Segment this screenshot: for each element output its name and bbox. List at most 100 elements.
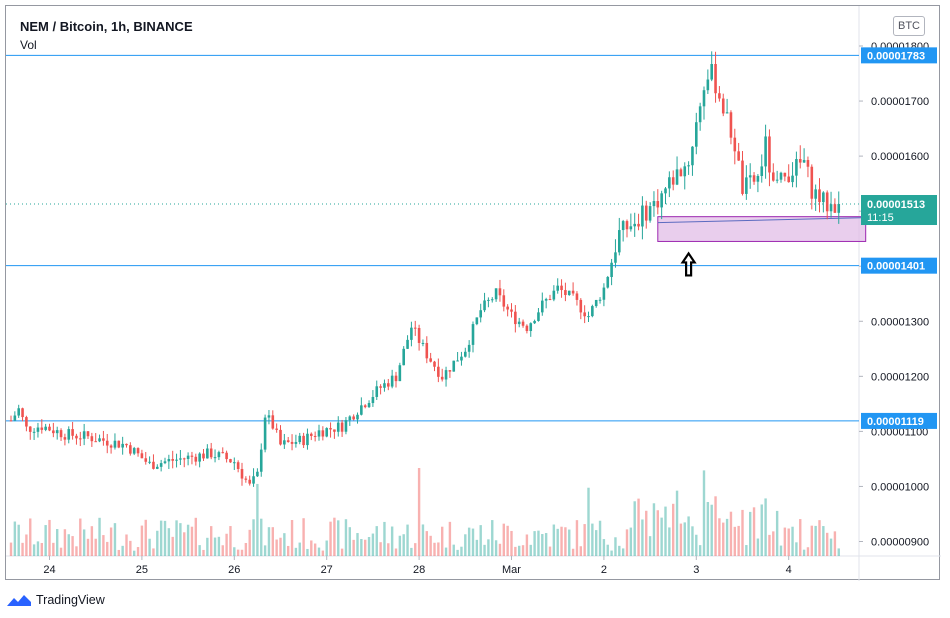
volume-bar <box>379 542 382 556</box>
volume-bar <box>483 544 486 556</box>
volume-bar <box>706 502 710 556</box>
candle-body <box>348 416 352 421</box>
price-tick-label: 0.00001000 <box>871 481 929 493</box>
volume-bar <box>629 527 633 556</box>
candle-body <box>591 306 594 317</box>
candle-body <box>494 288 498 300</box>
volume-bar <box>175 520 178 556</box>
candle-body <box>464 351 467 357</box>
candle-body <box>90 436 94 442</box>
candle-body <box>791 175 794 183</box>
price-chart[interactable]: 0.00000900 0.00001000 0.00001100 0.00001200… <box>6 6 941 581</box>
candle-body <box>810 166 814 199</box>
candle-body <box>121 443 124 448</box>
candle-body <box>679 169 683 177</box>
candle-body <box>768 136 771 173</box>
candle-body <box>36 427 40 432</box>
volume-bar <box>791 526 794 556</box>
candle-body <box>783 172 787 177</box>
candle-body <box>548 299 552 301</box>
volume-bar <box>221 545 224 556</box>
volume-bar <box>749 511 752 556</box>
volume-bar <box>348 527 351 556</box>
volume-bar <box>194 517 197 556</box>
candle-body <box>175 459 178 461</box>
time-tick-label: 3 <box>693 564 699 576</box>
volume-bar <box>772 531 775 556</box>
candle-body <box>498 288 502 296</box>
volume-bar <box>344 519 348 556</box>
volume-bar <box>367 537 371 556</box>
price-tick-label: 0.00001700 <box>871 96 929 108</box>
volume-bar <box>44 525 47 556</box>
candle-body <box>664 188 667 194</box>
volume-bar <box>148 538 151 556</box>
volume-bar <box>410 547 413 556</box>
candle-body <box>363 405 367 408</box>
candle-body <box>194 456 198 462</box>
volume-bar <box>244 542 248 556</box>
candle-body <box>125 443 128 446</box>
candle-body <box>641 205 644 227</box>
candle-body <box>433 361 436 367</box>
candle-body <box>714 64 717 94</box>
candle-body <box>729 112 733 138</box>
volume-bar <box>217 536 221 556</box>
candle-body <box>132 448 136 454</box>
candle-body <box>9 420 13 422</box>
countdown-label: 11:15 <box>867 212 894 224</box>
volume-bar <box>648 536 652 556</box>
candle-body <box>144 458 148 462</box>
price-line-label-bg <box>861 257 937 274</box>
volume-bar <box>806 547 810 556</box>
volume-bar <box>556 528 559 556</box>
candle-body <box>683 166 687 177</box>
volume-bar <box>756 538 760 556</box>
volume-bar <box>679 523 683 556</box>
candle-body <box>779 172 783 180</box>
candle-body <box>148 461 151 463</box>
volume-bar <box>467 527 471 556</box>
time-tick-label: 28 <box>413 564 425 576</box>
candle-body <box>772 172 775 181</box>
volume-bar <box>456 549 459 556</box>
volume-bar <box>390 526 394 556</box>
candle-body <box>229 459 232 463</box>
candle-body <box>52 430 55 434</box>
price-line-label-bg <box>861 47 937 64</box>
volume-bar <box>568 529 571 556</box>
volume-bar <box>606 544 609 556</box>
candle-body <box>186 455 190 459</box>
volume-bar <box>202 549 205 556</box>
candle-body <box>44 426 47 430</box>
candle-body <box>506 306 509 310</box>
candle-body <box>579 299 583 313</box>
candle-body <box>75 435 78 439</box>
volume-bar <box>722 522 725 556</box>
candle-body <box>109 445 113 448</box>
candle-body <box>67 429 71 440</box>
volume-bar <box>614 537 617 556</box>
volume-bar <box>518 545 521 556</box>
volume-bar <box>17 524 20 556</box>
volume-bar <box>444 547 448 556</box>
volume-bar <box>598 520 602 556</box>
tradingview-footer[interactable]: TradingView <box>6 590 105 610</box>
candle-body <box>837 204 841 213</box>
price-tick-label: 0.00001100 <box>871 426 928 438</box>
currency-button[interactable]: BTC <box>893 16 925 36</box>
candle-body <box>71 429 74 436</box>
volume-bar <box>510 530 513 556</box>
candle-body <box>721 98 725 114</box>
candle-body <box>606 277 610 288</box>
candle-body <box>298 435 302 443</box>
volume-bar <box>498 543 502 556</box>
time-tick-label: 26 <box>228 564 240 576</box>
volume-bar <box>618 545 621 556</box>
candle-body <box>252 476 255 484</box>
candle-body <box>652 201 656 207</box>
volume-bar <box>687 516 690 556</box>
candle-body <box>564 290 567 296</box>
volume-bar <box>691 526 694 556</box>
volume-bar <box>402 534 405 556</box>
